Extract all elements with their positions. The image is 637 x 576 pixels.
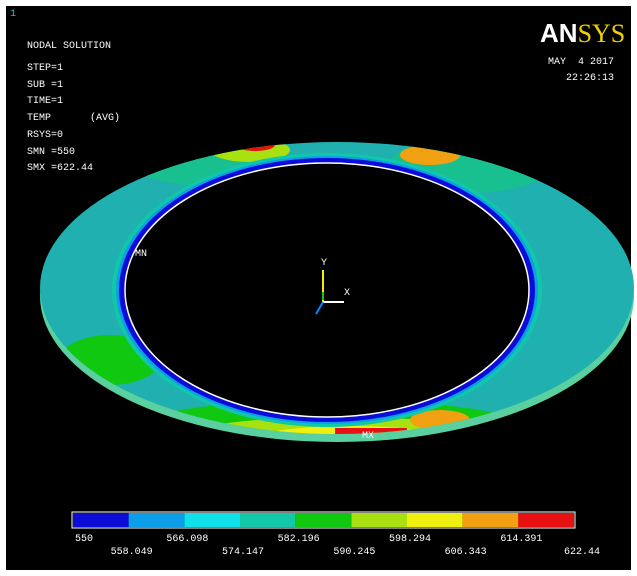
ring-hole <box>125 163 529 417</box>
info-line: SUB =1 <box>27 80 63 91</box>
info-title: NODAL SOLUTION <box>27 41 111 52</box>
axis-x-label: X <box>344 288 350 299</box>
legend-swatch <box>129 513 185 527</box>
legend-label: 566.098 <box>166 534 208 545</box>
min-marker: MN <box>135 249 147 260</box>
legend-swatch <box>73 513 129 527</box>
ansys-viewport: 1 NODAL SOLUTION STEP=1 SUB =1 TIME=1 TEMP (… <box>0 0 637 576</box>
page: 1 NODAL SOLUTION STEP=1 SUB =1 TIME=1 TEMP (… <box>0 0 637 576</box>
legend-swatch <box>184 513 240 527</box>
legend-swatch <box>351 513 407 527</box>
info-line: (AVG) <box>90 112 120 124</box>
legend-label: 550 <box>75 534 93 545</box>
legend-swatch <box>463 513 519 527</box>
date: MAY 4 2017 <box>548 57 614 68</box>
legend-label: 598.294 <box>389 534 431 545</box>
info-line: RSYS=0 <box>27 130 63 141</box>
legend-label: 558.049 <box>111 547 153 558</box>
logo-left: AN <box>540 18 578 48</box>
legend-label: 614.391 <box>500 534 542 545</box>
legend-label: 582.196 <box>278 534 320 545</box>
info-line: STEP=1 <box>27 63 63 74</box>
legend-label: 574.147 <box>222 547 264 558</box>
window-number: 1 <box>10 9 16 20</box>
legend-label: 606.343 <box>445 547 487 558</box>
legend-label: 590.245 <box>333 547 375 558</box>
max-marker: MX <box>362 431 374 442</box>
logo: ANSYS <box>540 18 625 48</box>
info-line: TIME=1 <box>27 96 63 107</box>
legend-swatch <box>240 513 296 527</box>
info-line: TEMP <box>27 113 51 124</box>
legend-swatch <box>518 513 574 527</box>
time: 22:26:13 <box>566 73 614 84</box>
legend-swatch <box>407 513 463 527</box>
legend-swatch <box>296 513 352 527</box>
info-line: SMX =622.44 <box>27 163 93 174</box>
info-line: SMN =550 <box>27 147 75 158</box>
legend-label: 622.44 <box>564 547 600 558</box>
axis-y-label: Y <box>321 258 327 269</box>
logo-right: SYS <box>578 19 626 48</box>
